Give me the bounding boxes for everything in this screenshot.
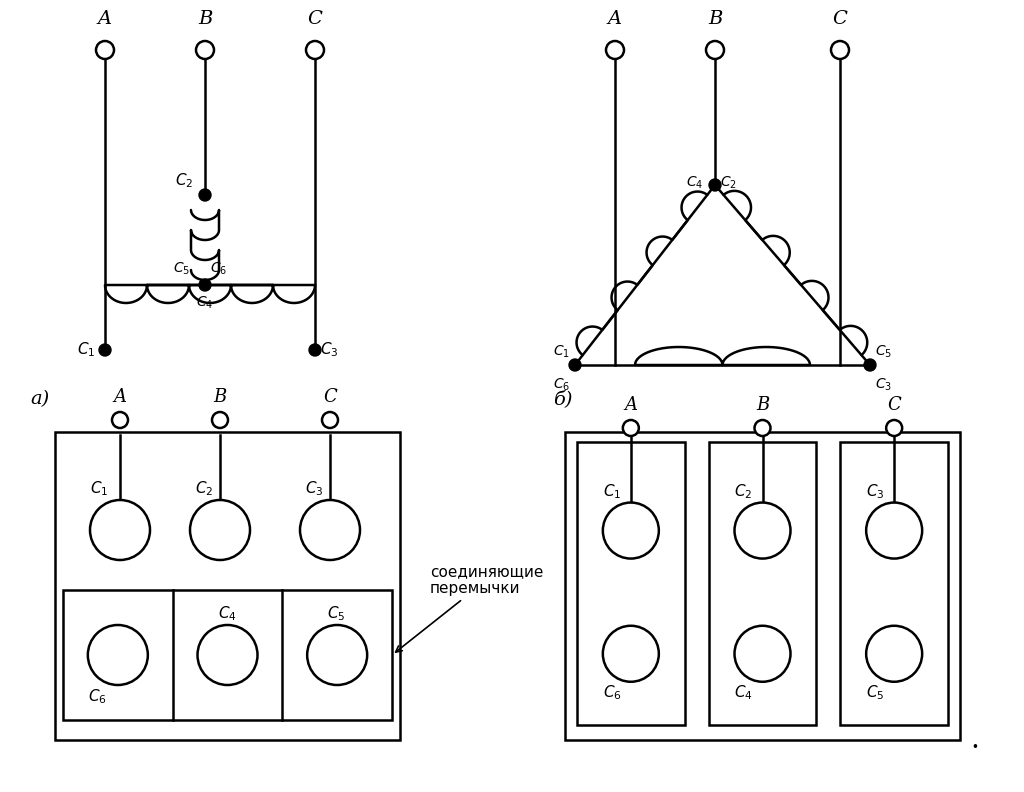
Text: $C_5$: $C_5$ bbox=[866, 683, 885, 703]
Text: a): a) bbox=[30, 390, 49, 408]
Text: A: A bbox=[114, 388, 127, 406]
Circle shape bbox=[606, 41, 624, 59]
Text: соединяющие
перемычки: соединяющие перемычки bbox=[395, 564, 544, 652]
Circle shape bbox=[99, 344, 111, 356]
Text: $C_5$: $C_5$ bbox=[327, 604, 345, 623]
Text: $C_6$: $C_6$ bbox=[603, 683, 622, 703]
Ellipse shape bbox=[307, 625, 368, 685]
Text: C: C bbox=[887, 396, 901, 414]
Circle shape bbox=[199, 279, 211, 291]
Text: $C_5$: $C_5$ bbox=[874, 344, 892, 360]
Circle shape bbox=[212, 412, 228, 428]
Circle shape bbox=[196, 41, 214, 59]
Bar bbox=[577, 442, 685, 725]
Bar bbox=[63, 590, 392, 720]
Text: B: B bbox=[213, 388, 226, 406]
Circle shape bbox=[569, 359, 581, 371]
Text: $C_4$: $C_4$ bbox=[734, 683, 754, 703]
Circle shape bbox=[112, 412, 128, 428]
Ellipse shape bbox=[300, 500, 360, 560]
Ellipse shape bbox=[88, 625, 147, 685]
Text: .: . bbox=[970, 726, 979, 753]
Circle shape bbox=[322, 412, 338, 428]
Text: B: B bbox=[708, 10, 722, 28]
Text: B: B bbox=[756, 396, 769, 414]
Text: $C_4$: $C_4$ bbox=[686, 175, 703, 191]
Text: б): б) bbox=[553, 390, 572, 408]
Text: $C_2$: $C_2$ bbox=[195, 479, 213, 498]
Circle shape bbox=[886, 420, 902, 436]
Text: C: C bbox=[833, 10, 848, 28]
Text: $C_1$: $C_1$ bbox=[553, 344, 570, 360]
Circle shape bbox=[709, 179, 721, 191]
Ellipse shape bbox=[90, 500, 150, 560]
Bar bbox=[55, 432, 400, 740]
Text: A: A bbox=[625, 396, 637, 414]
Ellipse shape bbox=[198, 625, 257, 685]
Ellipse shape bbox=[603, 503, 658, 558]
Text: $C_6$: $C_6$ bbox=[210, 261, 227, 277]
Ellipse shape bbox=[866, 626, 923, 682]
Circle shape bbox=[755, 420, 770, 436]
Ellipse shape bbox=[734, 503, 791, 558]
Text: $C_4$: $C_4$ bbox=[197, 295, 214, 311]
Text: $C_2$: $C_2$ bbox=[720, 175, 737, 191]
Text: $C_4$: $C_4$ bbox=[217, 604, 237, 623]
Text: C: C bbox=[307, 10, 323, 28]
Bar bbox=[841, 442, 948, 725]
Text: $C_3$: $C_3$ bbox=[866, 482, 885, 501]
Text: $C_3$: $C_3$ bbox=[305, 479, 324, 498]
Ellipse shape bbox=[866, 503, 923, 558]
Bar bbox=[709, 442, 816, 725]
Text: $C_1$: $C_1$ bbox=[77, 341, 95, 360]
Text: $C_5$: $C_5$ bbox=[173, 261, 190, 277]
Circle shape bbox=[306, 41, 324, 59]
Text: $C_2$: $C_2$ bbox=[734, 482, 753, 501]
Ellipse shape bbox=[734, 626, 791, 682]
Text: A: A bbox=[608, 10, 622, 28]
Text: $C_1$: $C_1$ bbox=[603, 482, 622, 501]
Text: $C_2$: $C_2$ bbox=[175, 171, 193, 190]
Circle shape bbox=[831, 41, 849, 59]
Circle shape bbox=[96, 41, 114, 59]
Circle shape bbox=[199, 189, 211, 201]
Ellipse shape bbox=[603, 626, 658, 682]
Text: A: A bbox=[98, 10, 112, 28]
Text: C: C bbox=[324, 388, 337, 406]
Ellipse shape bbox=[190, 500, 250, 560]
Text: $C_1$: $C_1$ bbox=[90, 479, 109, 498]
Circle shape bbox=[864, 359, 876, 371]
Circle shape bbox=[623, 420, 639, 436]
Circle shape bbox=[309, 344, 321, 356]
Text: $C_6$: $C_6$ bbox=[553, 377, 570, 394]
Bar bbox=[565, 432, 961, 740]
Text: B: B bbox=[198, 10, 212, 28]
Text: $C_6$: $C_6$ bbox=[88, 687, 106, 706]
Text: $C_3$: $C_3$ bbox=[321, 341, 339, 360]
Text: $C_3$: $C_3$ bbox=[874, 377, 892, 394]
Circle shape bbox=[706, 41, 724, 59]
